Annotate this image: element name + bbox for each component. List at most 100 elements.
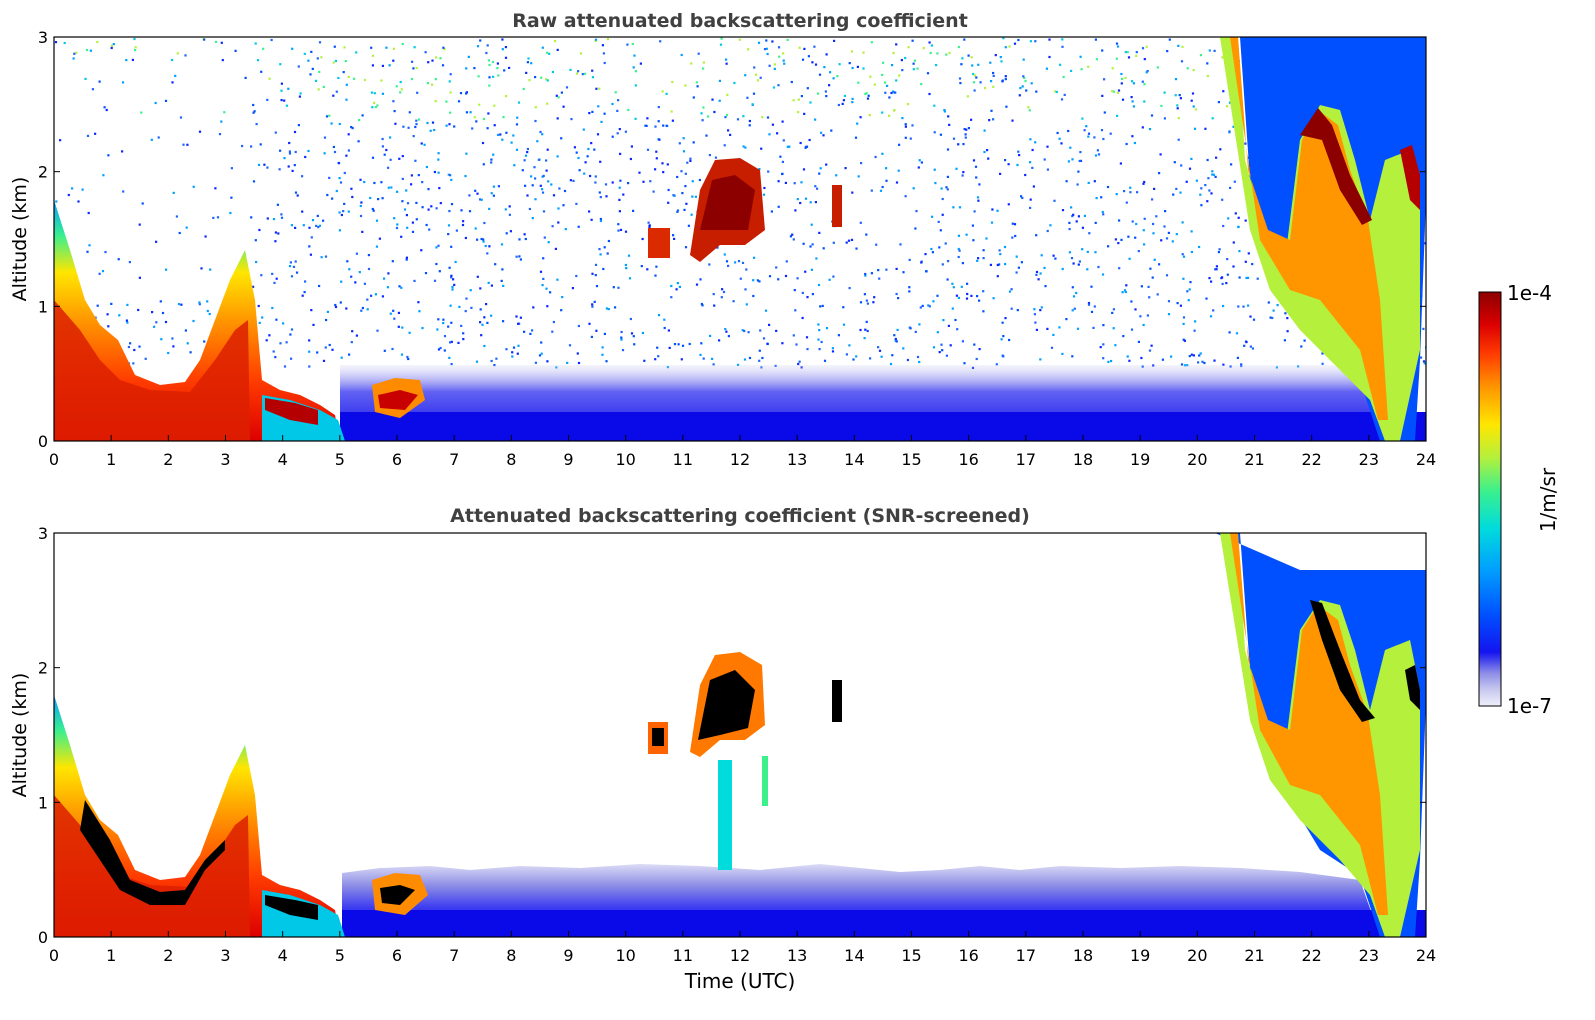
noise-pixel bbox=[591, 69, 594, 72]
x-tick-label: 6 bbox=[392, 450, 402, 469]
noise-pixel bbox=[155, 321, 158, 324]
noise-pixel bbox=[426, 121, 429, 125]
noise-pixel bbox=[373, 92, 376, 95]
noise-pixel bbox=[333, 150, 337, 154]
noise-pixel bbox=[400, 286, 403, 289]
noise-pixel bbox=[1069, 146, 1072, 149]
noise-pixel bbox=[948, 123, 951, 126]
noise-pixel bbox=[1201, 360, 1204, 363]
noise-pixel bbox=[502, 320, 505, 323]
low-cloud bbox=[378, 390, 418, 410]
x-tick-label: 19 bbox=[1130, 450, 1150, 469]
noise-pixel bbox=[359, 204, 362, 208]
noise-pixel bbox=[766, 52, 769, 56]
noise-pixel bbox=[318, 284, 321, 288]
noise-pixel bbox=[743, 358, 747, 361]
noise-pixel bbox=[1198, 245, 1201, 249]
noise-pixel bbox=[1061, 267, 1064, 271]
noise-pixel bbox=[1242, 305, 1245, 308]
noise-pixel bbox=[874, 155, 877, 159]
noise-pixel bbox=[214, 187, 217, 190]
noise-pixel bbox=[603, 61, 606, 65]
noise-pixel bbox=[106, 313, 109, 316]
noise-pixel bbox=[448, 80, 451, 83]
noise-pixel bbox=[511, 351, 514, 354]
noise-pixel bbox=[141, 202, 144, 205]
noise-pixel bbox=[1128, 359, 1131, 362]
noise-pixel bbox=[1112, 327, 1115, 330]
noise-pixel bbox=[894, 337, 897, 341]
elevated-cloud-black bbox=[698, 670, 755, 740]
noise-pixel bbox=[569, 179, 572, 182]
noise-pixel bbox=[527, 57, 530, 60]
noise-pixel bbox=[1117, 89, 1121, 92]
noise-pixel bbox=[551, 330, 554, 333]
noise-pixel bbox=[1208, 189, 1211, 192]
noise-pixel bbox=[1015, 255, 1018, 258]
x-tick-label: 13 bbox=[787, 450, 807, 469]
noise-pixel bbox=[266, 217, 269, 220]
noise-pixel bbox=[448, 123, 451, 126]
noise-pixel bbox=[801, 291, 804, 294]
noise-pixel bbox=[885, 268, 888, 271]
noise-pixel bbox=[808, 138, 811, 142]
noise-pixel bbox=[216, 216, 220, 219]
noise-pixel bbox=[941, 263, 944, 266]
noise-pixel bbox=[303, 291, 306, 294]
noise-pixel bbox=[373, 181, 376, 185]
noise-pixel bbox=[936, 294, 939, 297]
axes: 0 1 2 3 4 5 6 7 8 9 10 11 12 13 14 15 16 17 18 19 20 21 22 23 24… bbox=[38, 28, 1436, 469]
noise-pixel bbox=[768, 275, 772, 278]
noise-pixel bbox=[465, 111, 468, 114]
noise-pixel bbox=[1001, 79, 1004, 82]
noise-pixel bbox=[912, 187, 915, 190]
noise-pixel bbox=[171, 81, 174, 84]
noise-pixel bbox=[1021, 196, 1024, 200]
noise-pixel bbox=[1034, 141, 1037, 144]
noise-pixel bbox=[72, 57, 75, 60]
noise-pixel bbox=[1229, 186, 1232, 189]
noise-pixel bbox=[1049, 224, 1052, 227]
noise-pixel bbox=[654, 274, 657, 277]
noise-pixel bbox=[389, 312, 392, 315]
x-tick-label: 18 bbox=[1073, 450, 1093, 469]
noise-pixel bbox=[1192, 69, 1195, 72]
noise-pixel bbox=[1206, 158, 1209, 162]
noise-pixel bbox=[478, 103, 481, 106]
noise-pixel bbox=[1046, 327, 1049, 330]
noise-pixel bbox=[415, 218, 418, 221]
noise-pixel bbox=[343, 171, 346, 175]
noise-pixel bbox=[978, 183, 981, 186]
noise-pixel bbox=[551, 70, 554, 74]
noise-pixel bbox=[576, 352, 579, 355]
noise-pixel bbox=[822, 247, 825, 250]
noise-pixel bbox=[547, 241, 550, 244]
x-tick-label: 4 bbox=[278, 946, 288, 965]
noise-pixel bbox=[1080, 68, 1083, 71]
noise-pixel bbox=[220, 41, 223, 44]
noise-pixel bbox=[481, 323, 484, 326]
x-tick-label: 23 bbox=[1359, 946, 1379, 965]
noise-pixel bbox=[469, 289, 472, 292]
noise-pixel bbox=[287, 165, 290, 168]
noise-pixel bbox=[1035, 90, 1038, 93]
noise-pixel bbox=[564, 228, 567, 231]
noise-pixel bbox=[134, 46, 137, 49]
noise-pixel bbox=[654, 125, 657, 128]
noise-pixel bbox=[394, 122, 397, 125]
noise-pixel bbox=[881, 185, 884, 189]
noise-pixel bbox=[1058, 326, 1061, 329]
noise-pixel bbox=[340, 280, 343, 283]
noise-pixel bbox=[816, 92, 820, 95]
noise-pixel bbox=[957, 255, 960, 259]
noise-pixel bbox=[588, 322, 591, 325]
noise-pixel bbox=[999, 172, 1002, 175]
noise-pixel bbox=[964, 136, 967, 139]
cloud-core-black bbox=[1405, 665, 1420, 710]
noise-pixel bbox=[477, 75, 480, 78]
noise-pixel bbox=[1271, 316, 1274, 320]
noise-pixel bbox=[526, 151, 529, 154]
noise-pixel bbox=[485, 303, 488, 306]
noise-pixel bbox=[423, 143, 426, 146]
noise-pixel bbox=[357, 140, 360, 143]
